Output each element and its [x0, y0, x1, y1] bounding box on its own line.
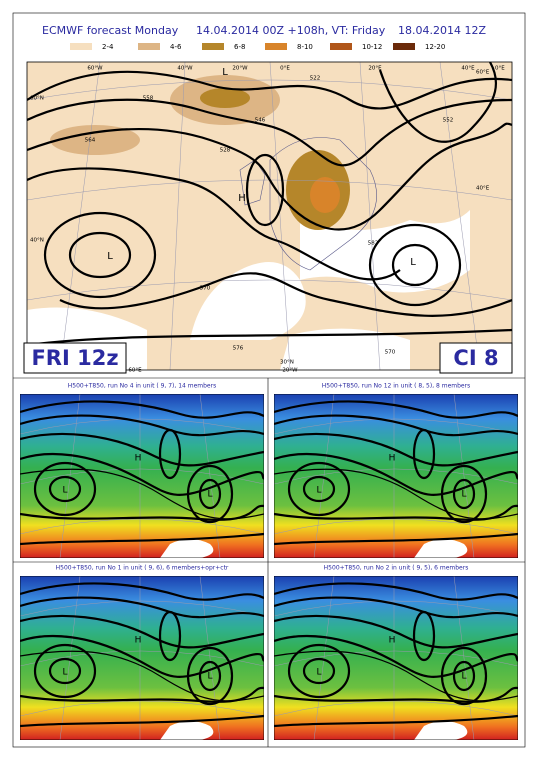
- lon-label: 20°W: [282, 368, 298, 374]
- panel-map: H L L: [20, 394, 264, 558]
- pressure-label: H: [238, 193, 246, 204]
- contour-label: 552: [443, 118, 454, 124]
- contour-label: 558: [143, 96, 154, 102]
- legend-swatch: [265, 43, 287, 50]
- panel-field: [274, 576, 518, 740]
- ci-label: CI 8: [453, 346, 498, 370]
- panel-field: [274, 394, 518, 558]
- lon-label: 40°W: [177, 66, 193, 72]
- map-labels: 60°W 40°W 20°W 0°E 20°E 40°E60°E 20°W0°E60°N40…: [30, 66, 505, 374]
- pressure-label: L: [316, 668, 321, 678]
- panel-field: [20, 394, 264, 558]
- pressure-label: L: [207, 490, 212, 500]
- panel-title: H500+T850, run No 4 in unit ( 9, 7), 14 …: [68, 383, 216, 390]
- pressure-label: L: [62, 486, 67, 496]
- panel-map: H L L: [20, 576, 264, 740]
- time-box: [23, 342, 127, 374]
- lat-label: 60°E: [476, 70, 490, 76]
- pressure-label: L: [461, 672, 466, 682]
- pressure-label: L: [410, 257, 416, 268]
- pressure-label: L: [62, 668, 67, 678]
- legend-swatch: [138, 43, 160, 50]
- contour-label: 576: [233, 346, 244, 352]
- pressure-label: L: [222, 67, 228, 78]
- contour-label: 522: [310, 76, 321, 82]
- contour-label: 546: [255, 118, 266, 124]
- main-map: [27, 62, 512, 370]
- panels: H500+T850, run No 4 in unit ( 9, 7), 14 …: [20, 383, 518, 740]
- legend: 2-4 4-6 6-8 8-10 10-12 12-20: [70, 43, 445, 51]
- lon-label: 0°E: [495, 66, 505, 72]
- contour-label: 582: [368, 241, 379, 247]
- panel-title: H500+T850, run No 1 in unit ( 9, 6), 6 m…: [56, 565, 229, 572]
- legend-label: 4-6: [170, 43, 182, 51]
- pressure-label: L: [316, 486, 321, 496]
- lon-label: 60°W: [87, 66, 103, 72]
- legend-label: 8-10: [297, 43, 313, 51]
- legend-swatch: [393, 43, 415, 50]
- lat-label: 60°N: [30, 96, 44, 102]
- legend-swatch: [202, 43, 224, 50]
- lon-label: 60°E: [128, 368, 142, 374]
- lon-label: 20°E: [368, 66, 382, 72]
- pressure-label: H: [389, 454, 396, 464]
- legend-label: 2-4: [102, 43, 114, 51]
- contour-label: 564: [85, 138, 96, 144]
- legend-swatch: [330, 43, 352, 50]
- contour-label: 570: [385, 350, 396, 356]
- lon-label: 0°E: [280, 66, 290, 72]
- contour-label: 570: [200, 286, 211, 292]
- lon-label: 20°W: [232, 66, 248, 72]
- time-label: FRI 12z: [31, 346, 118, 370]
- pressure-label: L: [461, 490, 466, 500]
- contour-label: 528: [220, 148, 231, 154]
- pressure-label: H: [135, 636, 142, 646]
- ci-box: [439, 342, 513, 374]
- panel-field: [20, 576, 264, 740]
- pressure-label: L: [207, 672, 212, 682]
- pressure-label: H: [135, 454, 142, 464]
- legend-swatch: [70, 43, 92, 50]
- legend-label: 12-20: [425, 43, 445, 51]
- title-left: ECMWF forecast Monday: [42, 24, 179, 37]
- lat-label: 40°N: [30, 238, 44, 244]
- panel-title: H500+T850, run No 12 in unit ( 8, 5), 8 …: [322, 383, 470, 390]
- pressure-label: H: [389, 636, 396, 646]
- lat-label: 40°E: [476, 186, 490, 192]
- panel-map: H L L: [274, 576, 518, 740]
- panel-title: H500+T850, run No 2 in unit ( 9, 5), 6 m…: [324, 565, 469, 572]
- legend-label: 6-8: [234, 43, 245, 51]
- legend-label: 10-12: [362, 43, 382, 51]
- lon-label: 40°E: [461, 66, 475, 72]
- lat-label: 30°N: [280, 360, 294, 366]
- title-mid: 14.04.2014 00Z +108h, VT: Friday: [196, 24, 386, 37]
- pressure-label: L: [107, 251, 113, 262]
- frame: [12, 12, 526, 748]
- panel-map: H L L: [274, 394, 518, 558]
- title-right: 18.04.2014 12Z: [398, 24, 486, 37]
